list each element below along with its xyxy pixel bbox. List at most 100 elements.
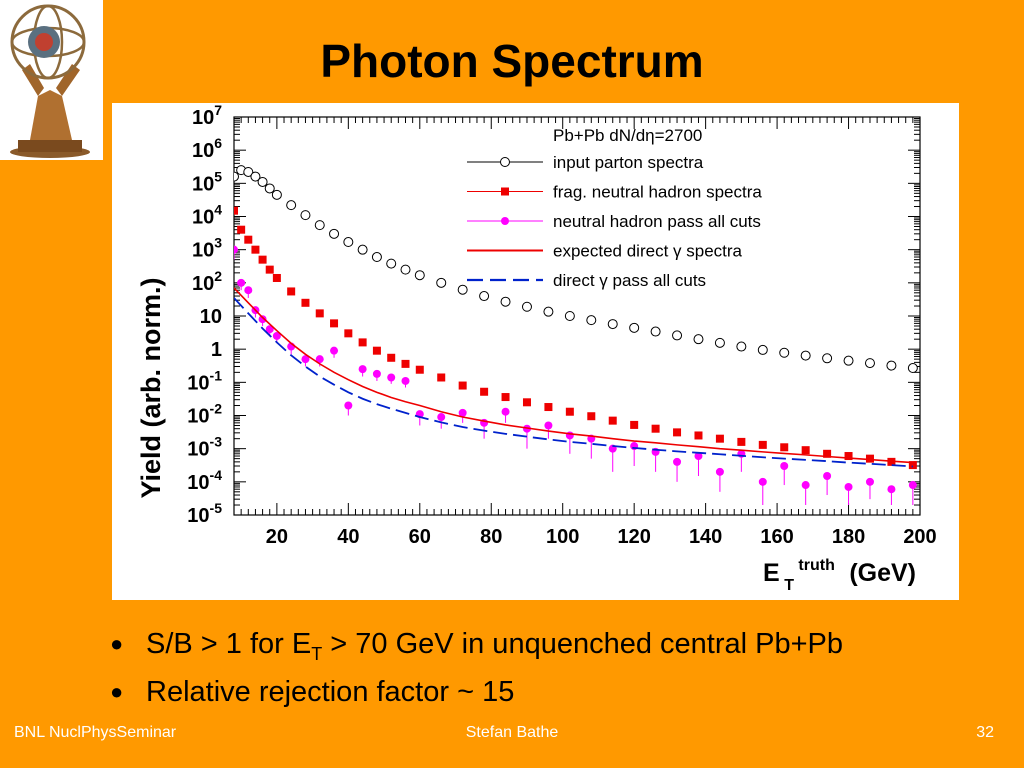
parton-point — [672, 330, 683, 341]
y-tick-label: 10 — [200, 306, 222, 328]
legend: Pb+Pb dN/dη=2700 input parton spectra frag… — [467, 126, 762, 290]
x-tick-label: 180 — [832, 526, 865, 548]
y-tick-exponent: 7 — [214, 103, 222, 118]
frag-hadron-point — [673, 428, 682, 437]
hadron-cut-point — [387, 373, 396, 382]
frag-hadron-point — [330, 319, 339, 328]
hadron-cut-point — [358, 365, 367, 374]
y-tick-base: 10 — [192, 273, 214, 295]
hadron-cut-point — [272, 331, 281, 340]
bullet-list: ● S/B > 1 for ET > 70 GeV in unquenched c… — [110, 622, 843, 718]
slide-title: Photon Spectrum — [320, 35, 704, 87]
frag-hadron-point — [737, 437, 746, 446]
parton-point — [886, 360, 897, 371]
legend-entry: direct γ pass all cuts — [553, 271, 706, 290]
parton-point — [822, 353, 833, 364]
frag-hadron-point — [780, 443, 789, 452]
parton-point — [243, 166, 254, 177]
y-tick-base: 1 — [211, 339, 222, 361]
hadron-cut-point — [758, 477, 767, 486]
frag-hadron-point — [865, 454, 874, 463]
hadron-cut-point — [715, 467, 724, 476]
y-tick-exponent: -4 — [210, 467, 223, 483]
y-tick-exponent: -3 — [210, 434, 223, 450]
y-tick-label: 105 — [192, 168, 222, 195]
parton-point — [271, 189, 282, 200]
footer-left: BNL NuclPhysSeminar — [14, 724, 177, 741]
hadron-cut-point — [237, 278, 246, 287]
parton-point — [500, 296, 511, 307]
frag-hadron-point — [651, 424, 660, 433]
legend-header: Pb+Pb dN/dη=2700 — [553, 126, 702, 145]
y-tick-label: 104 — [192, 202, 222, 229]
hadron-cut-point — [780, 462, 789, 471]
footer-page-number: 32 — [976, 724, 994, 741]
hadron-cut-point — [315, 355, 324, 364]
parton-point — [564, 311, 575, 321]
series-5 — [234, 297, 913, 468]
frag-hadron-point — [823, 449, 832, 458]
hadron-cut-point — [501, 407, 510, 416]
parton-point — [479, 291, 490, 302]
logo-panel — [0, 0, 103, 160]
legend-marker — [500, 157, 510, 167]
y-tick-label: 102 — [192, 268, 222, 295]
frag-hadron-point — [522, 398, 531, 407]
parton-point — [436, 277, 447, 288]
plot-panel: Yield (arb. norm.) E T truth (GeV) 107 10… — [112, 102, 959, 600]
hadron-cut-point — [908, 481, 917, 490]
frag-hadron-point — [480, 387, 489, 396]
x-tick-label: 140 — [689, 526, 722, 548]
x-tick-label: 100 — [546, 526, 579, 548]
frag-hadron-point — [415, 365, 424, 374]
atlas-globe-statue-icon — [10, 4, 90, 158]
frag-hadron-point — [387, 353, 396, 362]
legend-marker — [501, 187, 509, 196]
hadron-cut-point — [437, 413, 446, 422]
x-axis-label-main: E — [763, 559, 780, 587]
hadron-cut-point — [544, 421, 553, 430]
bullet-2-text: Relative rejection factor ~ 15 — [146, 676, 515, 708]
direct-photon-cut-line — [234, 297, 913, 468]
frag-hadron-point — [251, 245, 260, 254]
frag-hadron-point — [315, 309, 324, 318]
frag-hadron-point — [608, 416, 617, 425]
parton-point — [521, 301, 532, 312]
y-tick-exponent: 2 — [214, 268, 222, 284]
frag-hadron-point — [401, 359, 410, 368]
hadron-cut-point — [372, 369, 381, 378]
x-tick-label: 40 — [337, 526, 359, 548]
y-tick-label: 106 — [192, 135, 222, 162]
y-tick-exponent: 5 — [214, 168, 222, 184]
frag-hadron-point — [237, 225, 246, 234]
footer-center: Stefan Bathe — [465, 724, 559, 741]
parton-point — [250, 171, 261, 182]
parton-point — [586, 315, 597, 326]
frag-hadron-point — [801, 446, 810, 455]
series-4 — [234, 287, 913, 464]
y-tick-base: 10 — [192, 207, 214, 229]
hadron-cut-point — [458, 408, 467, 417]
frag-hadron-point — [234, 206, 238, 215]
parton-point — [693, 334, 704, 345]
parton-point — [543, 306, 554, 317]
x-tick-label: 200 — [903, 526, 936, 548]
parton-point — [607, 319, 618, 330]
hadron-cut-point — [694, 452, 703, 461]
y-tick-label: 10-2 — [187, 401, 222, 428]
hadron-cut-point — [673, 457, 682, 466]
hadron-cut-point — [887, 485, 896, 494]
x-tick-label: 60 — [409, 526, 431, 548]
parton-point — [907, 363, 918, 374]
x-tick-label: 20 — [266, 526, 288, 548]
x-tick-label: 120 — [617, 526, 650, 548]
bullet-dot-icon: ● — [110, 631, 124, 656]
y-tick-label: 103 — [192, 235, 222, 262]
frag-hadron-point — [565, 407, 574, 416]
hadron-cut-point — [801, 481, 810, 490]
x-tick-label: 160 — [760, 526, 793, 548]
parton-point — [650, 326, 661, 337]
parton-point — [843, 355, 854, 366]
frag-hadron-point — [587, 412, 596, 421]
hadron-cut-point — [865, 477, 874, 486]
